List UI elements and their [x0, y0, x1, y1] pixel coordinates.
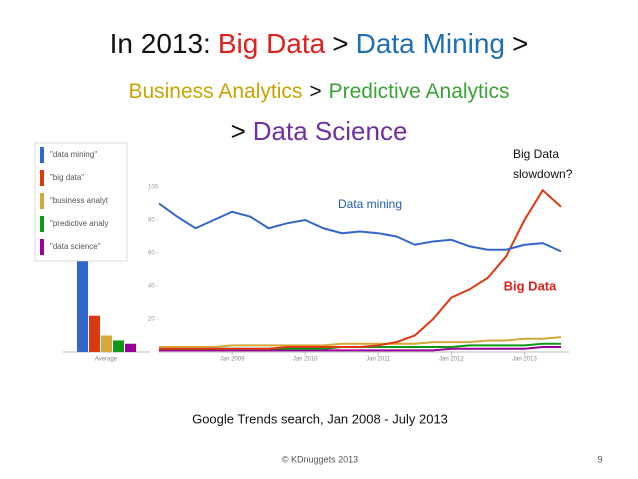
title-line: Business Analytics > Predictive Analytics	[0, 80, 638, 104]
x-tick-label: Jan 2012	[439, 357, 464, 363]
annotation: Big Data	[513, 147, 559, 161]
bar	[113, 340, 124, 352]
legend-label: "data science"	[50, 242, 101, 251]
legend-label: "big data"	[50, 173, 84, 182]
x-tick-label: Jan 2011	[366, 357, 391, 363]
legend-label: "business analyt	[50, 196, 109, 205]
annotation: Big Data	[504, 278, 558, 293]
annotation: slowdown?	[513, 167, 573, 181]
legend-swatch	[40, 193, 44, 209]
title-segment: Big Data	[217, 28, 326, 59]
legend-swatch	[40, 170, 44, 186]
legend-label: "data mining"	[50, 150, 97, 159]
legend-box	[34, 142, 128, 262]
line-series	[159, 336, 562, 349]
copyright: © KDnuggets 2013	[282, 454, 358, 464]
page-number: 9	[597, 454, 602, 464]
legend-swatch	[40, 147, 44, 163]
x-tick-label: Jan 2013	[512, 357, 537, 363]
bar	[125, 343, 136, 352]
bar	[101, 335, 112, 352]
line-series	[159, 346, 561, 352]
title-segment: Data Science	[252, 116, 408, 146]
title-line: In 2013: Big Data > Data Mining >	[0, 28, 638, 60]
title-segment: >	[512, 28, 529, 59]
y-tick-label: 20	[148, 317, 155, 323]
title-segment: Business Analytics	[128, 80, 303, 103]
title-segment: >	[309, 80, 322, 103]
y-tick-label: 60	[148, 251, 155, 257]
bar	[77, 261, 88, 352]
legend-label: "predictive analy	[50, 219, 108, 228]
title-segment: In 2013:	[109, 28, 211, 59]
y-tick-label: 40	[148, 284, 155, 290]
title-line: > Data Science	[0, 116, 638, 147]
legend-swatch	[40, 239, 44, 255]
caption: Google Trends search, Jan 2008 - July 20…	[192, 411, 448, 426]
x-tick-label: Average	[95, 357, 118, 363]
x-tick-label: Jan 2009	[220, 357, 245, 363]
title-segment: >	[230, 116, 246, 146]
title-segment: >	[332, 28, 349, 59]
y-tick-label: 100	[148, 185, 159, 191]
x-tick-label: Jan 2010	[293, 357, 318, 363]
title-segment: Predictive Analytics	[328, 80, 510, 103]
bar	[89, 315, 100, 352]
title-segment: Data Mining	[355, 28, 505, 59]
line-series	[159, 188, 562, 350]
annotation: Data mining	[338, 197, 402, 211]
y-tick-label: 80	[148, 218, 155, 224]
line-series	[158, 202, 562, 253]
legend-swatch	[40, 216, 44, 232]
